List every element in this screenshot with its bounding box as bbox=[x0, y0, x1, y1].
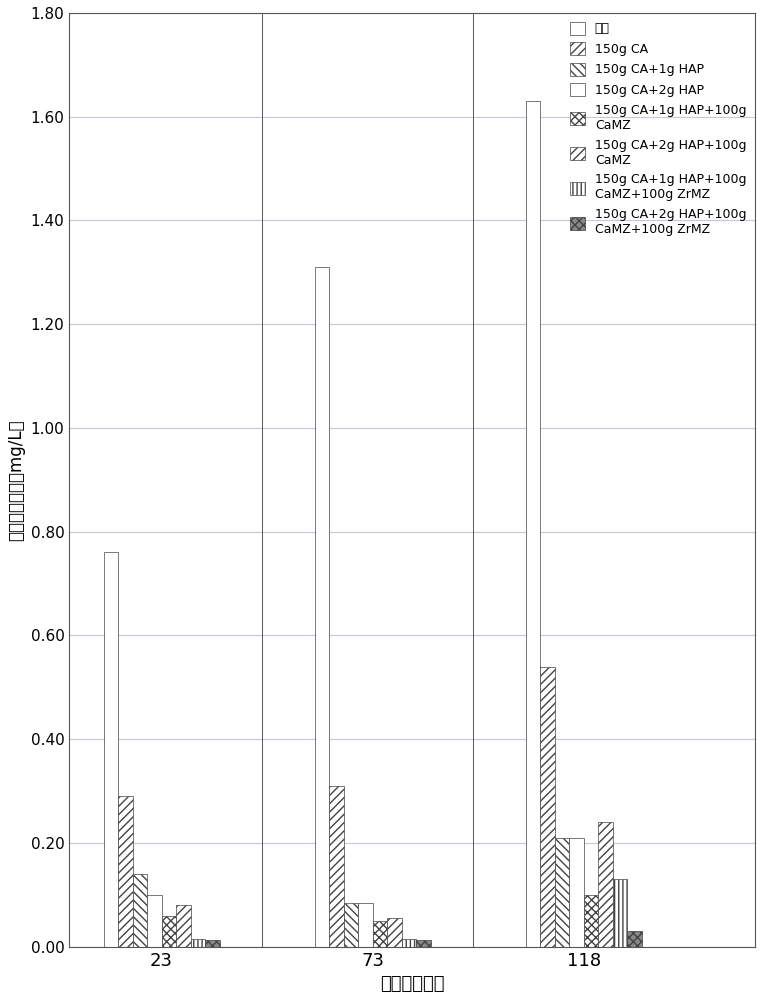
Bar bbox=[315, 267, 329, 947]
Bar bbox=[344, 903, 358, 947]
Legend: 对照, 150g CA, 150g CA+1g HAP, 150g CA+2g HAP, 150g CA+1g HAP+100g
CaMZ, 150g CA+2: 对照, 150g CA, 150g CA+1g HAP, 150g CA+2g … bbox=[565, 17, 751, 241]
Bar bbox=[104, 552, 118, 947]
Bar bbox=[540, 667, 555, 947]
Bar bbox=[627, 931, 642, 947]
Bar bbox=[147, 895, 162, 947]
X-axis label: 时间（小时）: 时间（小时） bbox=[380, 975, 444, 993]
Bar bbox=[118, 796, 133, 947]
Bar bbox=[402, 939, 416, 947]
Bar bbox=[329, 786, 344, 947]
Bar bbox=[387, 918, 402, 947]
Y-axis label: 上覆水磷浓度（mg/L）: 上覆水磷浓度（mg/L） bbox=[7, 419, 25, 541]
Bar bbox=[555, 838, 569, 947]
Bar bbox=[162, 916, 176, 947]
Bar bbox=[176, 905, 190, 947]
Bar bbox=[584, 895, 598, 947]
Bar bbox=[569, 838, 584, 947]
Bar bbox=[358, 903, 373, 947]
Bar bbox=[526, 101, 540, 947]
Bar bbox=[373, 921, 387, 947]
Bar bbox=[613, 879, 627, 947]
Bar bbox=[416, 940, 431, 947]
Bar bbox=[190, 939, 205, 947]
Bar bbox=[598, 822, 613, 947]
Bar bbox=[205, 940, 219, 947]
Bar bbox=[133, 874, 147, 947]
